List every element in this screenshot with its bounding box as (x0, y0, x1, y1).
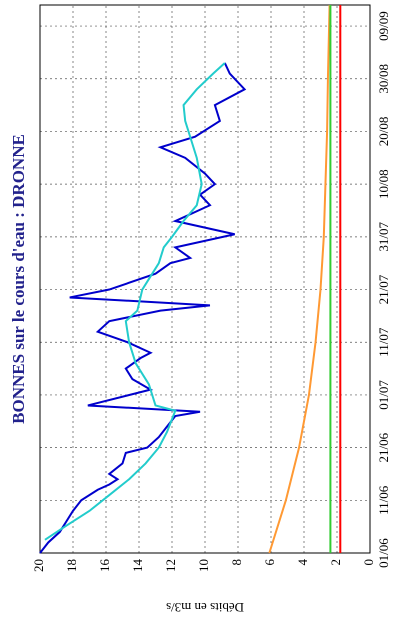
y-tick-label: 14 (130, 559, 145, 573)
y-tick-label: 8 (229, 559, 244, 566)
y-tick-label: 18 (64, 559, 79, 572)
y-tick-label: 0 (361, 559, 376, 566)
x-tick-label: 20/08 (376, 117, 391, 147)
rotated-chart: BONNES sur le cours d'eau : DRONNE Débit… (9, 4, 391, 615)
x-tick-label: 09/09 (376, 11, 391, 41)
x-tick-label: 21/06 (376, 432, 391, 462)
series-line (268, 4, 331, 554)
y-tick-label: 4 (295, 559, 310, 566)
y-tick-label: 10 (196, 559, 211, 572)
y-axis-label: Débits en m3/s (166, 600, 244, 615)
x-tick-label: 01/06 (376, 538, 391, 568)
x-tick-label: 21/07 (376, 274, 391, 304)
x-tick-label: 10/08 (376, 169, 391, 199)
y-tick-label: 6 (262, 559, 277, 566)
y-tick-label: 2 (328, 559, 343, 566)
y-tick-label: 12 (163, 559, 178, 572)
chart-title: BONNES sur le cours d'eau : DRONNE (9, 134, 28, 424)
x-tick-label: 11/07 (376, 327, 391, 357)
series-line (44, 62, 226, 541)
x-tick-label: 01/07 (376, 380, 391, 410)
plot-frame (39, 4, 371, 554)
y-tick-label: 20 (31, 559, 46, 572)
x-tick-label: 30/08 (376, 64, 391, 94)
x-tick-label: 11/06 (376, 485, 391, 515)
series-line (39, 62, 247, 554)
x-tick-label: 31/07 (376, 222, 391, 252)
y-tick-label: 16 (97, 559, 112, 573)
